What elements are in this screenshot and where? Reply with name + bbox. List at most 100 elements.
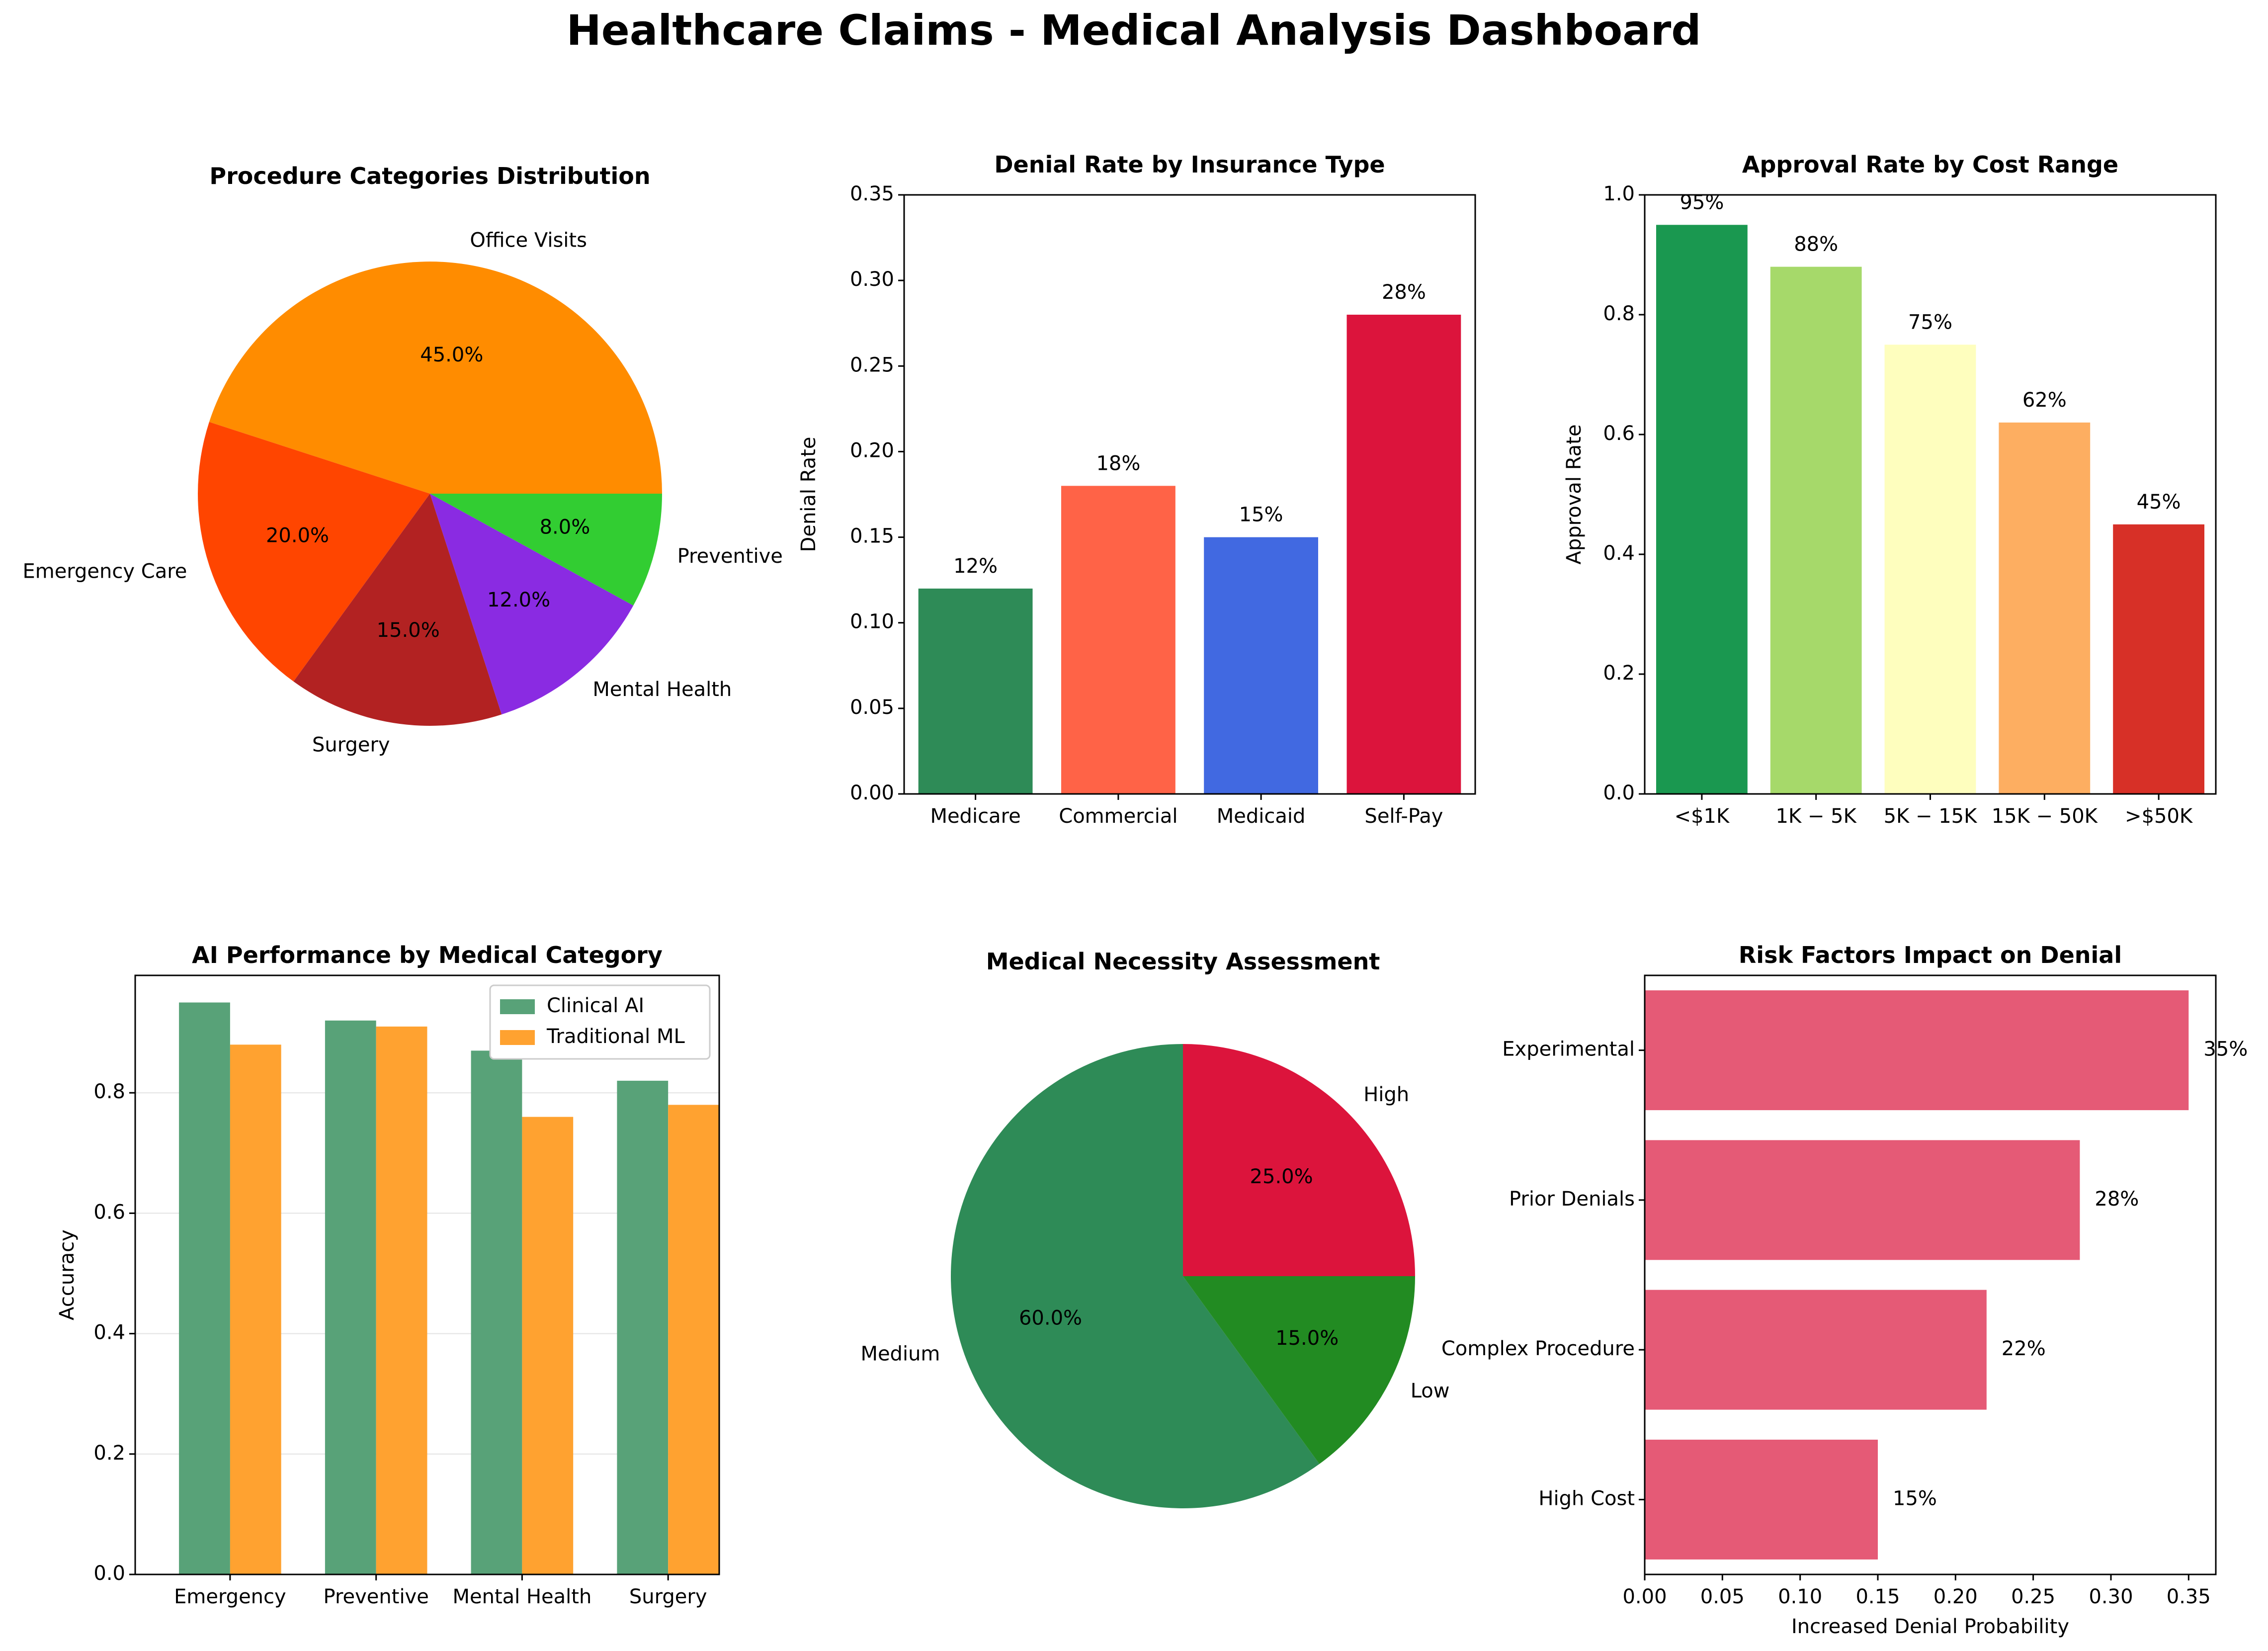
bar-value-label: 45% (2137, 491, 2181, 514)
pie-slice (430, 494, 634, 715)
slice-percent-label: 60.0% (1019, 1307, 1082, 1330)
pie-slice (293, 494, 502, 726)
chart-title: Risk Factors Impact on Denial (1739, 942, 2122, 968)
legend-box (489, 984, 711, 1060)
bar-value-label: 12% (953, 555, 998, 578)
y-tick-label: 0.2 (1603, 662, 1635, 685)
bar (325, 1020, 376, 1574)
x-tick-label: 0.15 (1855, 1585, 1900, 1608)
bar-value-label: 18% (1096, 452, 1140, 475)
y-tick-label: 0.2 (93, 1442, 125, 1465)
x-tick-label: 1K − 5K (1776, 805, 1857, 828)
risk-factors-chart: Risk Factors Impact on Denial 15% High Cos… (1441, 942, 2248, 1638)
bar-value-label: 28% (1382, 281, 1426, 304)
pie-slice (950, 1044, 1320, 1508)
bar (918, 588, 1033, 794)
y-axis-label: Denial Rate (797, 437, 820, 552)
approval-rate-chart: Approval Rate by Cost Range 0.0 0.2 0.4 0.6 0… (1563, 151, 2217, 828)
pie-slice (1183, 1276, 1415, 1464)
x-tick-label: 0.30 (2089, 1585, 2133, 1608)
x-tick-label: Self-Pay (1364, 805, 1443, 828)
bar-value-label: 35% (2203, 1038, 2248, 1061)
y-tick-label: Complex Procedure (1441, 1337, 1635, 1360)
bar (179, 1002, 230, 1574)
bar-value-label: 75% (1908, 311, 1952, 334)
bar (1645, 1140, 2080, 1260)
bar (376, 1026, 427, 1574)
x-tick-label: 0.20 (1933, 1585, 1978, 1608)
denial-rate-chart: Denial Rate by Insurance Type 0.00 0.05 0.1… (797, 151, 1476, 828)
pie-slice (430, 494, 662, 606)
x-tick-label: 0.25 (2011, 1585, 2055, 1608)
slice-label: Surgery (312, 733, 390, 756)
y-tick-label: 0.20 (850, 439, 894, 462)
y-tick-label: 0.0 (1603, 782, 1635, 804)
bar (1999, 422, 2091, 794)
y-tick-label: 0.10 (850, 610, 894, 633)
y-tick-label: Experimental (1502, 1038, 1635, 1061)
slice-percent-label: 12.0% (487, 589, 550, 611)
x-tick-label: 0.05 (1700, 1585, 1745, 1608)
x-tick-label: 15K − 50K (1992, 805, 2099, 828)
x-tick-label: Mental Health (452, 1585, 591, 1608)
y-tick-label: 0.6 (93, 1201, 125, 1223)
x-tick-label: <$1K (1675, 805, 1730, 828)
chart-title: AI Performance by Medical Category (192, 942, 663, 968)
pie-slice (198, 422, 430, 682)
chart-title: Denial Rate by Insurance Type (994, 151, 1385, 178)
bar-value-label: 88% (1794, 233, 1838, 256)
slice-percent-label: 15.0% (1275, 1327, 1339, 1350)
x-tick-label: 0.10 (1778, 1585, 1822, 1608)
bar-value-label: 22% (2002, 1337, 2046, 1360)
bar-value-label: 15% (1893, 1487, 1937, 1510)
y-tick-label: 0.30 (850, 268, 894, 291)
bar-value-label: 62% (2022, 389, 2067, 412)
bar (1645, 1290, 1987, 1410)
legend-swatch (500, 1030, 535, 1045)
bar (2113, 524, 2204, 794)
y-tick-label: 1.0 (1603, 182, 1635, 205)
bar (230, 1044, 281, 1574)
y-tick-label: 0.8 (1603, 302, 1635, 325)
legend-label: Clinical AI (547, 994, 644, 1017)
x-tick-label: Emergency (174, 1585, 286, 1608)
legend-label: Traditional ML (546, 1025, 685, 1048)
y-tick-label: 0.00 (850, 782, 894, 804)
y-tick-label: Prior Denials (1509, 1188, 1635, 1211)
bar (1645, 1439, 1878, 1560)
y-tick-label: 0.8 (93, 1080, 125, 1103)
x-tick-label: Preventive (324, 1585, 429, 1608)
slice-percent-label: 45.0% (420, 344, 483, 366)
x-tick-label: 5K − 15K (1884, 805, 1978, 828)
medical-necessity-chart: Medical Necessity Assessment High 25.0% Med… (860, 948, 1449, 1508)
ai-performance-chart: AI Performance by Medical Category 0.0 0.2… (56, 942, 720, 1608)
chart-title: Approval Rate by Cost Range (1742, 151, 2118, 178)
slice-percent-label: 25.0% (1250, 1165, 1313, 1188)
bar (668, 1105, 719, 1574)
bar (617, 1080, 669, 1574)
slice-label: High (1363, 1083, 1409, 1106)
slice-label: Medium (860, 1343, 940, 1366)
y-axis-label: Approval Rate (1563, 425, 1586, 565)
slice-percent-label: 20.0% (266, 524, 329, 547)
y-tick-label: 0.15 (850, 525, 894, 548)
x-tick-label: Medicaid (1217, 805, 1306, 828)
pie-slice (209, 261, 662, 494)
slice-label: Emergency Care (22, 560, 187, 583)
slice-label: Mental Health (592, 678, 732, 701)
bar (1770, 266, 1862, 794)
y-tick-label: 0.4 (1603, 542, 1635, 565)
slice-label: Low (1411, 1380, 1450, 1402)
y-tick-label: 0.25 (850, 353, 894, 376)
bar (1656, 225, 1748, 794)
page-title: Healthcare Claims - Medical Analysis Das… (567, 6, 1701, 55)
y-tick-label: High Cost (1538, 1487, 1635, 1510)
chart-title: Medical Necessity Assessment (986, 948, 1380, 975)
legend: Clinical AI Traditional ML (489, 984, 711, 1060)
axes-frame (903, 194, 1476, 795)
axes-frame (134, 974, 720, 1575)
x-tick-label: 0.35 (2167, 1585, 2211, 1608)
y-axis-label: Accuracy (56, 1229, 79, 1320)
x-tick-label: Medicare (930, 805, 1020, 828)
